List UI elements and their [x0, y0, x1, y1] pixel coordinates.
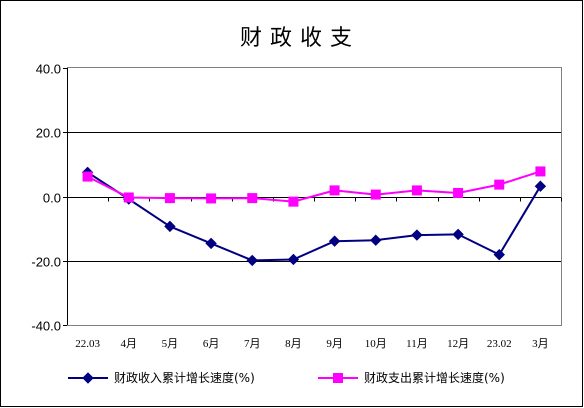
legend-marker-0	[82, 372, 94, 384]
x-tick-label-11: 3月	[532, 338, 549, 350]
legend-label-1: 财政支出累计增长速度(%)	[364, 370, 505, 385]
legend-marker-1	[333, 373, 343, 383]
series-0-line	[87, 171, 542, 262]
x-tick-label-5: 8月	[285, 338, 302, 350]
legend: 财政收入累计增长速度(%) 财政支出累计增长速度(%)	[68, 370, 505, 385]
x-tick-label-3: 6月	[203, 338, 220, 350]
series-1-point-3	[206, 193, 217, 204]
series-1-point-8	[411, 185, 422, 196]
y-axis: 40.0 20.0 0.0 -20.0 -40.0	[31, 62, 68, 334]
series-1-point-9	[453, 187, 464, 198]
y-tick-label-2: 0.0	[43, 191, 61, 206]
series-1-point-10	[494, 179, 505, 190]
chart-title: 财政收支	[240, 26, 360, 51]
x-tick-label-9: 12月	[447, 338, 469, 350]
series-1	[82, 166, 546, 207]
legend-item-1: 财政支出累计增长速度(%)	[318, 370, 505, 385]
series-0-point-2	[164, 220, 176, 233]
series-0-point-9	[452, 228, 464, 241]
x-tick-label-10: 23.02	[487, 338, 512, 350]
series-0-point-7	[370, 234, 382, 246]
series-1-point-7	[370, 189, 381, 200]
series-0-point-4	[246, 254, 258, 267]
series-0	[81, 166, 547, 267]
x-tick-label-6: 9月	[326, 338, 343, 350]
series-1-point-2	[164, 193, 175, 204]
x-tick-label-2: 5月	[162, 338, 179, 350]
y-tick-label-0: 40.0	[36, 62, 61, 77]
series-1-point-0	[82, 171, 93, 182]
series-1-point-4	[247, 193, 258, 204]
y-tick-label-1: 20.0	[36, 126, 61, 141]
series-layer	[81, 166, 547, 267]
y-tick-label-4: -40.0	[31, 319, 61, 334]
series-1-line	[87, 170, 541, 203]
series-0-point-10	[493, 248, 505, 261]
series-0-point-8	[411, 229, 423, 241]
legend-item-0: 财政收入累计增长速度(%)	[68, 370, 255, 385]
series-0-point-6	[328, 235, 341, 247]
series-0-point-5	[287, 253, 300, 266]
series-1-point-1	[123, 192, 134, 203]
series-1-point-6	[329, 185, 340, 196]
series-0-point-11	[534, 180, 547, 192]
y-tick-label-3: -20.0	[31, 255, 61, 270]
x-tick-label-7: 10月	[365, 338, 387, 350]
x-tick-label-1: 4月	[121, 338, 138, 350]
legend-label-0: 财政收入累计增长速度(%)	[114, 370, 255, 385]
series-0-point-3	[205, 237, 217, 250]
x-tick-label-4: 7月	[244, 338, 261, 350]
x-tick-label-0: 22.03	[75, 338, 100, 350]
x-tick-label-8: 11月	[406, 338, 428, 350]
series-1-point-11	[535, 166, 546, 177]
series-1-point-5	[288, 196, 299, 207]
